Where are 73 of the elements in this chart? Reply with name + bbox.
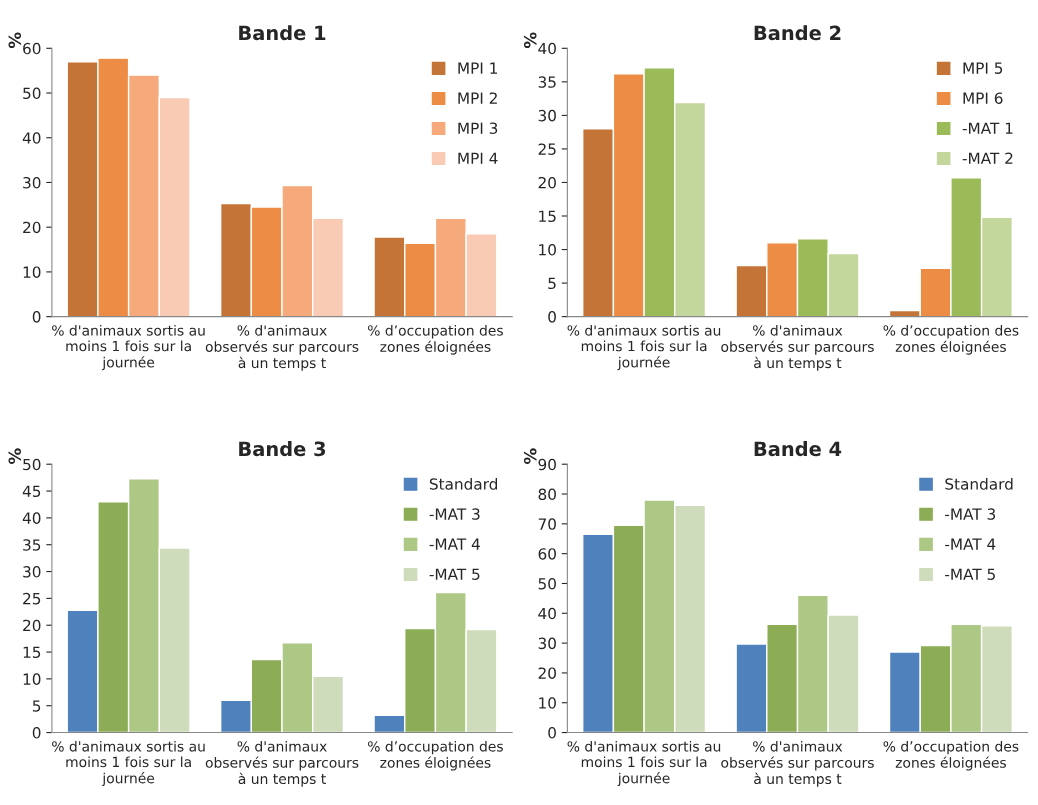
y-tick-label: 25	[538, 143, 556, 155]
legend-label: -MAT 4	[945, 538, 996, 550]
y-tick-label: 40	[538, 42, 556, 55]
y-tick-label: 30	[538, 637, 556, 650]
legend-label: -MAT 1	[962, 122, 1013, 134]
chart-title: Bande 3	[239, 441, 326, 457]
x-tick-label: % d'animaux observés sur parcours à un temps t	[721, 740, 874, 787]
y-axis-title: %	[8, 32, 22, 49]
legend-label: -MAT 5	[945, 568, 995, 580]
y-tick-label: 90	[538, 458, 556, 471]
y-tick-label: 10	[23, 266, 41, 278]
y-tick-label: 25	[23, 592, 41, 605]
y-tick-label: 60	[538, 548, 556, 560]
x-tick-label: % d’occupation des zones éloignées	[883, 740, 1019, 771]
y-tick-label: 50	[23, 458, 41, 471]
legend-label: MPI 5	[963, 62, 1003, 74]
legend-label: -MAT 5	[429, 568, 480, 580]
legend-label: MPI 3	[458, 122, 498, 134]
x-tick-label: % d'animaux sortis au moins 1 fois sur la journée	[52, 740, 205, 787]
y-tick-label: 40	[22, 132, 41, 144]
y-tick-label: 0	[548, 727, 556, 739]
y-tick-label: 30	[23, 176, 41, 189]
y-tick-label: 10	[539, 244, 556, 256]
y-axis-title: %	[523, 448, 537, 464]
y-axis-title: %	[523, 32, 537, 49]
legend-label: Standard	[429, 477, 498, 490]
x-tick-label: % d'animaux sortis au moins 1 fois sur la journée	[567, 740, 721, 787]
legend-label: -MAT 3	[429, 508, 480, 520]
x-tick-label: % d’occupation des zones éloignées	[368, 324, 503, 355]
chart-title: Bande 4	[754, 441, 842, 457]
y-tick-label: 10	[539, 697, 556, 709]
y-tick-label: 20	[23, 619, 41, 632]
x-tick-label: % d'animaux observés sur parcours à un temps t	[721, 324, 874, 371]
y-axis-title: %	[8, 448, 22, 464]
y-tick-label: 0	[548, 311, 556, 323]
y-tick-label: 20	[538, 176, 556, 189]
y-tick-label: 5	[32, 700, 41, 712]
y-tick-label: 20	[23, 221, 41, 234]
x-tick-label: % d'animaux observés sur parcours à un temps t	[205, 740, 359, 787]
x-tick-label: % d’occupation des zones éloignées	[368, 740, 503, 771]
x-tick-label: % d'animaux observés sur parcours à un temps t	[205, 324, 359, 371]
y-tick-label: 20	[538, 667, 556, 679]
y-tick-label: 40	[538, 607, 556, 620]
legend-label: MPI 2	[458, 92, 497, 104]
legend-label: Standard	[945, 477, 1013, 490]
legend-label: MPI 6	[963, 92, 1003, 104]
y-tick-label: 60	[23, 42, 41, 55]
y-tick-label: 30	[538, 109, 556, 122]
x-tick-label: % d'animaux sortis au moins 1 fois sur la journée	[52, 324, 205, 371]
y-tick-label: 50	[23, 87, 41, 100]
legend-label: MPI 4	[458, 152, 498, 164]
y-tick-label: 0	[32, 727, 41, 739]
y-tick-label: 80	[538, 488, 556, 501]
legend-label: -MAT 3	[945, 508, 996, 520]
chart-title: Bande 1	[239, 25, 326, 41]
y-tick-label: 10	[23, 673, 41, 685]
chart-title: Bande 2	[754, 25, 841, 41]
y-tick-label: 30	[23, 566, 41, 578]
y-tick-label: 0	[32, 311, 41, 323]
legend-label: MPI 1	[458, 62, 497, 74]
y-tick-label: 50	[538, 577, 556, 590]
y-tick-label: 15	[539, 210, 556, 223]
y-tick-label: 5	[548, 277, 556, 290]
y-tick-label: 45	[22, 485, 41, 498]
y-tick-label: 70	[538, 518, 556, 530]
y-tick-label: 15	[23, 646, 41, 659]
x-tick-label: % d’occupation des zones éloignées	[883, 324, 1019, 355]
y-tick-label: 40	[22, 512, 41, 524]
x-tick-label: % d'animaux sortis au moins 1 fois sur la journée	[567, 324, 721, 371]
legend-label: -MAT 2	[962, 152, 1013, 164]
legend-label: -MAT 4	[429, 538, 480, 550]
y-tick-label: 35	[23, 539, 41, 551]
y-tick-label: 35	[538, 76, 556, 88]
